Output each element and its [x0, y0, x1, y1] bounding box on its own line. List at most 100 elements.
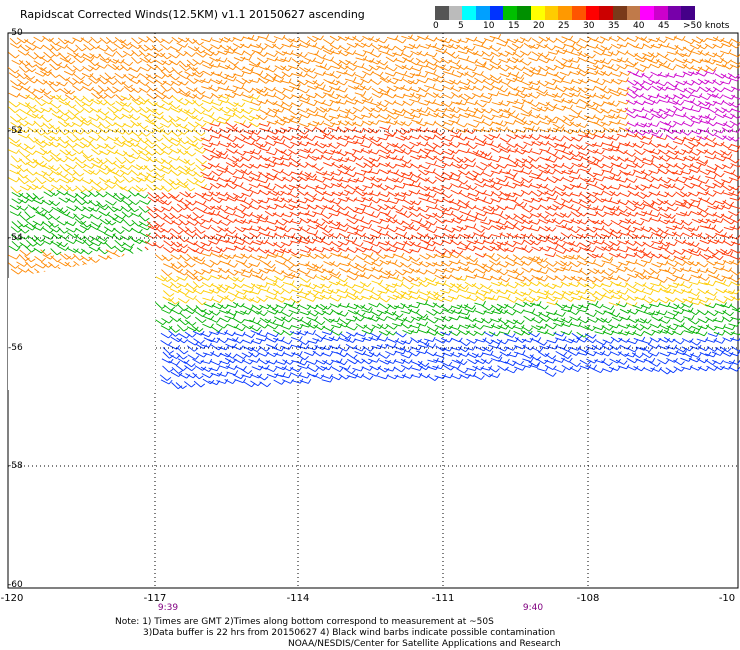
wind-barb-feather: [112, 48, 118, 52]
wind-barb: [554, 106, 564, 111]
wind-barb: [218, 94, 227, 99]
wind-barb: [465, 37, 475, 42]
wind-barb-feather: [658, 71, 663, 77]
wind-barb-feather: [146, 74, 151, 79]
wind-barb: [720, 81, 730, 85]
wind-barb: [619, 71, 628, 76]
wind-barb: [145, 106, 154, 113]
wind-barb: [667, 81, 675, 88]
wind-barb: [642, 115, 651, 121]
wind-barb-feather: [240, 43, 245, 49]
wind-barb-feather: [343, 80, 348, 86]
wind-barb-feather: [570, 78, 574, 84]
wind-barb: [682, 46, 691, 53]
wind-barb: [464, 112, 474, 117]
wind-barb: [416, 51, 425, 57]
wind-barb-feather: [672, 57, 677, 63]
wind-barb: [576, 71, 585, 77]
wind-barb: [683, 80, 692, 86]
wind-barb: [299, 113, 308, 119]
wind-barb: [593, 59, 603, 64]
wind-barb-feather: [220, 37, 224, 43]
wind-barb-feather: [720, 37, 725, 42]
wind-barb: [178, 73, 187, 79]
wind-barb-feather: [299, 93, 303, 99]
wind-barb: [722, 100, 731, 107]
wind-barb: [290, 115, 299, 120]
wind-barb: [704, 115, 714, 121]
wind-barb: [553, 99, 562, 103]
wind-barb-feather: [79, 122, 84, 127]
wind-barb-feather: [111, 75, 116, 80]
wind-barb: [177, 37, 187, 43]
wind-barb: [103, 92, 112, 99]
wind-barb-feather: [336, 106, 341, 112]
wind-barb: [346, 42, 356, 48]
wind-barb: [99, 74, 108, 81]
wind-barb: [523, 42, 532, 49]
wind-barb-feather: [720, 58, 724, 63]
wind-barb: [192, 58, 201, 65]
wind-barb: [248, 95, 257, 100]
wind-barb-feather: [652, 100, 656, 105]
wind-barb-feather: [337, 45, 342, 50]
wind-barb: [145, 119, 154, 125]
wind-barb: [120, 43, 129, 50]
wind-barb: [466, 59, 475, 64]
wind-barb: [562, 80, 572, 84]
wind-barb: [482, 65, 491, 71]
wind-barb-feather: [193, 62, 199, 67]
wind-barb: [226, 88, 236, 93]
wind-barb-feather: [250, 93, 254, 99]
wind-barb: [152, 122, 160, 130]
wind-barb-feather: [443, 48, 448, 54]
wind-barb: [248, 60, 257, 66]
wind-barb: [403, 116, 413, 120]
wind-barb-feather: [166, 55, 172, 60]
wind-barb-feather: [570, 117, 575, 122]
wind-barb: [538, 58, 547, 64]
wind-barb: [443, 80, 453, 85]
wind-barb-feather: [322, 84, 326, 90]
wind-barb: [82, 95, 90, 103]
wind-barb: [17, 120, 25, 127]
wind-barb-feather: [537, 67, 542, 72]
wind-barb: [240, 122, 249, 129]
wind-barb: [119, 101, 129, 107]
wind-barb-feather: [586, 99, 591, 104]
wind-barb: [115, 50, 123, 58]
wind-barb: [489, 64, 498, 70]
wind-barb: [537, 80, 546, 87]
wind-barb-feather: [209, 94, 214, 99]
wind-barb: [50, 44, 58, 52]
wind-barb-feather: [95, 65, 100, 71]
wind-barb: [66, 46, 75, 53]
wind-barb-feather: [193, 67, 198, 71]
wind-barb-feather: [663, 60, 668, 65]
wind-barb-feather: [167, 123, 172, 128]
wind-barb: [675, 64, 685, 69]
wind-barb-feather: [603, 47, 608, 52]
wind-barb-feather: [184, 43, 189, 48]
wind-barb-feather: [65, 117, 70, 122]
wind-barb: [73, 56, 82, 63]
wind-barb: [696, 44, 705, 50]
wind-barb-feather: [103, 95, 108, 99]
wind-barb: [719, 50, 729, 55]
wind-barb-feather: [150, 118, 156, 123]
wind-barb: [49, 102, 58, 109]
wind-barb: [307, 52, 317, 56]
wind-barb: [648, 79, 657, 84]
wind-barb: [561, 58, 571, 63]
wind-barb-feather: [240, 108, 245, 114]
wind-barb: [731, 108, 740, 113]
wind-barb: [98, 53, 106, 61]
wind-barb: [224, 93, 234, 99]
wind-barb: [96, 99, 105, 106]
wind-barb: [459, 81, 468, 86]
wind-barb: [241, 78, 250, 84]
wind-barb: [329, 73, 338, 79]
wind-barb-feather: [281, 107, 285, 113]
wind-barb-feather: [577, 110, 583, 115]
wind-barb-feather: [43, 80, 48, 85]
